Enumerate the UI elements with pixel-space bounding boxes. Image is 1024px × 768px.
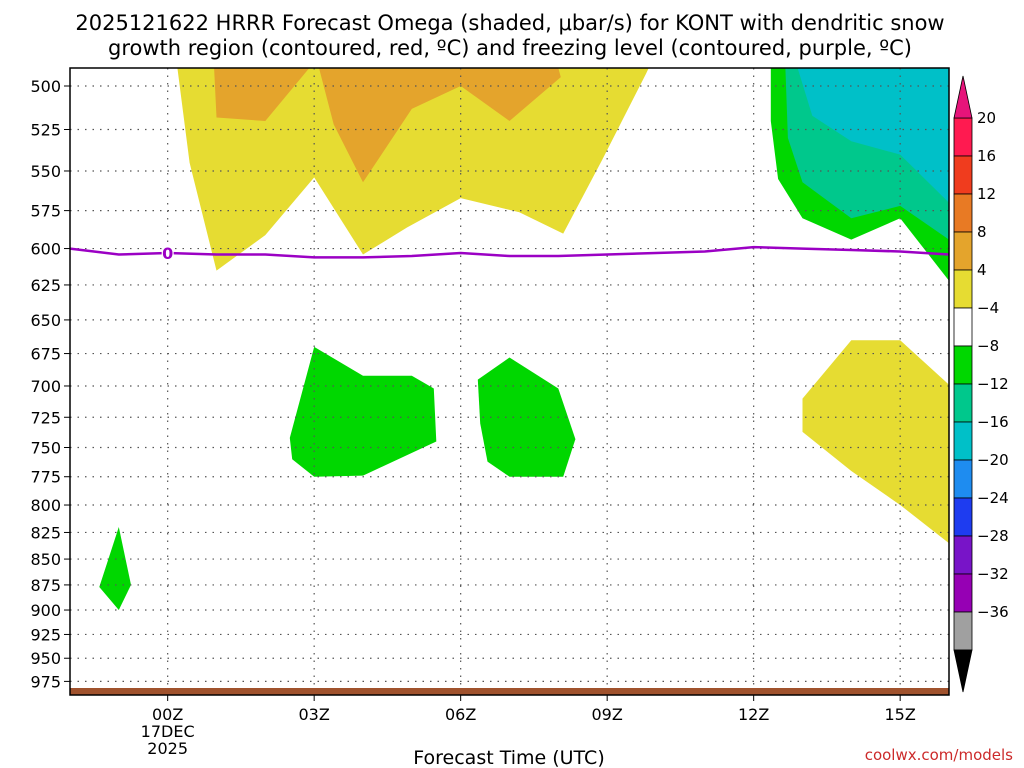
y-tick-label-575: 575 — [30, 202, 61, 221]
y-axis-labels: 500 525 550 575 600 625 650 675 700 725 750 775 800 8… — [30, 77, 70, 691]
credit-text: coolwx.com/models — [865, 746, 1013, 764]
plot-frame — [69, 67, 950, 696]
omega-region-0 — [177, 68, 649, 271]
y-tick-label-625: 625 — [30, 276, 61, 295]
x-tick-label-3-0: 03Z — [299, 705, 330, 724]
y-tick-label-725: 725 — [30, 408, 61, 427]
omega-region-5 — [797, 68, 949, 203]
colorbar-label-1: 16 — [977, 147, 996, 165]
freezing-level-contour: 0 — [69, 243, 950, 263]
x-tick-label-9-0: 09Z — [592, 705, 623, 724]
colorbar-label-6: −8 — [977, 337, 999, 355]
plot-area: 0 — [69, 67, 950, 696]
omega-region-9 — [802, 340, 949, 544]
y-tick-label-975: 975 — [30, 672, 61, 691]
colorbar-swatch-4 — [953, 269, 973, 309]
y-tick-label-500: 500 — [30, 77, 61, 96]
colorbar-label-13: −36 — [977, 603, 1009, 621]
y-tick-label-675: 675 — [30, 345, 61, 364]
x-tick-label-15-0: 15Z — [885, 705, 916, 724]
colorbar-label-4: 4 — [977, 261, 987, 279]
y-tick-label-650: 650 — [30, 311, 61, 330]
omega-region-2 — [319, 68, 561, 183]
x-tick-label-6-0: 06Z — [445, 705, 476, 724]
x-tick-label-12-0: 12Z — [738, 705, 769, 724]
y-tick-label-600: 600 — [30, 240, 61, 259]
x-tick-label-0-2: 2025 — [147, 739, 188, 758]
colorbar-swatch-13 — [953, 611, 973, 651]
colorbar-label-11: −28 — [977, 527, 1009, 545]
colorbar-label-2: 12 — [977, 185, 996, 203]
colorbar-swatch-3 — [953, 231, 973, 271]
y-tick-label-750: 750 — [30, 438, 61, 457]
y-tick-label-925: 925 — [30, 625, 61, 644]
colorbar-label-9: −20 — [977, 451, 1009, 469]
y-tick-label-875: 875 — [30, 576, 61, 595]
y-tick-label-700: 700 — [30, 377, 61, 396]
y-tick-label-825: 825 — [30, 523, 61, 542]
colorbar-swatch-12 — [953, 573, 973, 613]
omega-shading — [99, 68, 949, 610]
y-tick-label-950: 950 — [30, 649, 61, 668]
colorbar-label-10: −24 — [977, 489, 1009, 507]
omega-region-7 — [289, 346, 437, 477]
colorbar-label-12: −32 — [977, 565, 1009, 583]
freezing-level-line — [69, 245, 950, 259]
colorbar: 20 16 12 8 4 −4 −8 −12 −16 −20 −24 −28 −32 −36 — [953, 75, 1009, 693]
colorbar-label-8: −16 — [977, 413, 1009, 431]
colorbar-swatch-2 — [953, 193, 973, 233]
omega-region-6 — [99, 527, 131, 610]
colorbar-top-triangle — [953, 75, 973, 119]
colorbar-bottom-triangle — [953, 649, 973, 693]
chart-title-line-1: 2025121622 HRRR Forecast Omega (shaded, … — [75, 11, 944, 35]
freezing-label-bg — [161, 243, 174, 262]
chart-title-line-2: growth region (contoured, red, ºC) and f… — [108, 36, 912, 60]
y-tick-label-800: 800 — [30, 496, 61, 515]
colorbar-swatch-1 — [953, 155, 973, 195]
colorbar-label-3: 8 — [977, 223, 987, 241]
colorbar-swatch-5 — [953, 307, 973, 347]
y-tick-label-850: 850 — [30, 550, 61, 569]
colorbar-label-5: −4 — [977, 299, 999, 317]
colorbar-swatch-10 — [953, 497, 973, 537]
freezing-level-label: 0 — [162, 244, 173, 263]
y-tick-label-550: 550 — [30, 162, 61, 181]
colorbar-label-0: 20 — [977, 109, 996, 127]
colorbar-swatch-0 — [953, 117, 973, 157]
colorbar-label-7: −12 — [977, 375, 1009, 393]
colorbar-swatch-7 — [953, 383, 973, 423]
x-tick-label-0-1: 17DEC — [141, 722, 195, 741]
x-tick-label-0-0: 00Z — [152, 705, 183, 724]
surface-strip — [70, 688, 949, 695]
y-tick-label-525: 525 — [30, 121, 61, 140]
colorbar-swatch-9 — [953, 459, 973, 499]
y-tick-label-900: 900 — [30, 601, 61, 620]
colorbar-swatch-11 — [953, 535, 973, 575]
colorbar-swatch-6 — [953, 345, 973, 385]
y-tick-label-775: 775 — [30, 468, 61, 487]
colorbar-swatch-8 — [953, 421, 973, 461]
omega-region-1 — [214, 68, 310, 121]
x-axis-title: Forecast Time (UTC) — [413, 747, 604, 768]
